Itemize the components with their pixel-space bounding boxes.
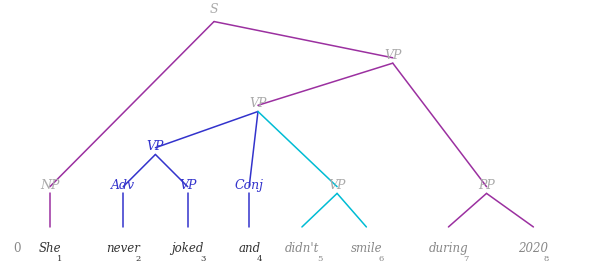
Text: 0: 0 bbox=[13, 242, 20, 255]
Text: VP: VP bbox=[328, 179, 346, 192]
Text: S: S bbox=[210, 3, 218, 16]
Text: during: during bbox=[429, 242, 468, 255]
Text: never: never bbox=[106, 242, 140, 255]
Text: 5: 5 bbox=[317, 255, 322, 263]
Text: 7: 7 bbox=[463, 255, 469, 263]
Text: VP: VP bbox=[179, 179, 196, 192]
Text: didn't: didn't bbox=[285, 242, 319, 255]
Text: She: She bbox=[39, 242, 61, 255]
Text: VP: VP bbox=[384, 49, 401, 62]
Text: joked: joked bbox=[172, 242, 204, 255]
Text: 3: 3 bbox=[200, 255, 206, 263]
Text: and: and bbox=[238, 242, 260, 255]
Text: 8: 8 bbox=[544, 255, 549, 263]
Text: NP: NP bbox=[40, 179, 60, 192]
Text: 2: 2 bbox=[136, 255, 141, 263]
Text: smile: smile bbox=[350, 242, 382, 255]
Text: 6: 6 bbox=[379, 255, 384, 263]
Text: Conj: Conj bbox=[234, 179, 264, 192]
Text: Adv: Adv bbox=[111, 179, 135, 192]
Text: 2020: 2020 bbox=[518, 242, 548, 255]
Text: 4: 4 bbox=[257, 255, 262, 263]
Text: PP: PP bbox=[478, 179, 495, 192]
Text: VP: VP bbox=[147, 140, 164, 153]
Text: VP: VP bbox=[249, 97, 267, 110]
Text: 1: 1 bbox=[57, 255, 63, 263]
